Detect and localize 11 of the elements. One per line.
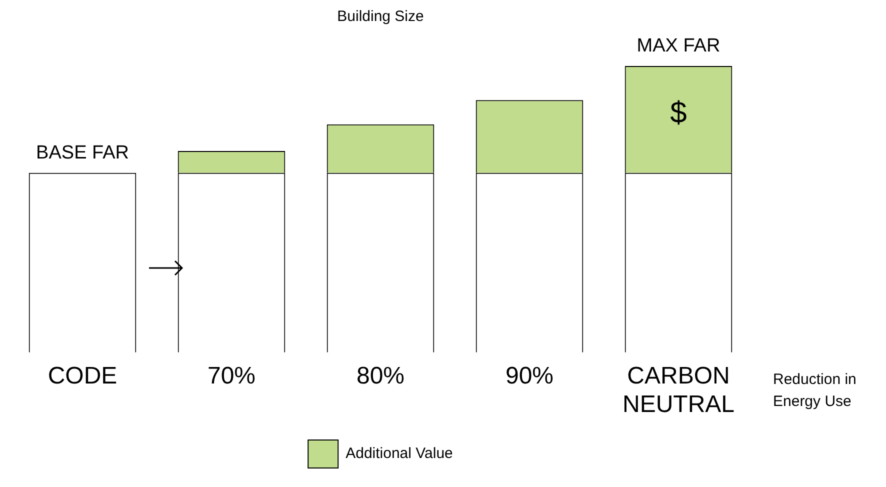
- annotation: $: [670, 96, 688, 130]
- x-tick-label: 90%: [505, 362, 554, 390]
- annotation: BASE FAR: [36, 142, 129, 164]
- x-axis-title: Reduction in Energy Use: [773, 371, 856, 410]
- x-tick-label: CARBON NEUTRAL: [622, 362, 735, 418]
- x-tick-label: CODE: [48, 362, 118, 390]
- x-tick-label: 70%: [207, 362, 256, 390]
- legend-label: Additional Value: [346, 445, 453, 462]
- annotation: MAX FAR: [636, 36, 720, 57]
- x-tick-label: 80%: [356, 362, 405, 390]
- chart-title: Building Size: [337, 8, 424, 26]
